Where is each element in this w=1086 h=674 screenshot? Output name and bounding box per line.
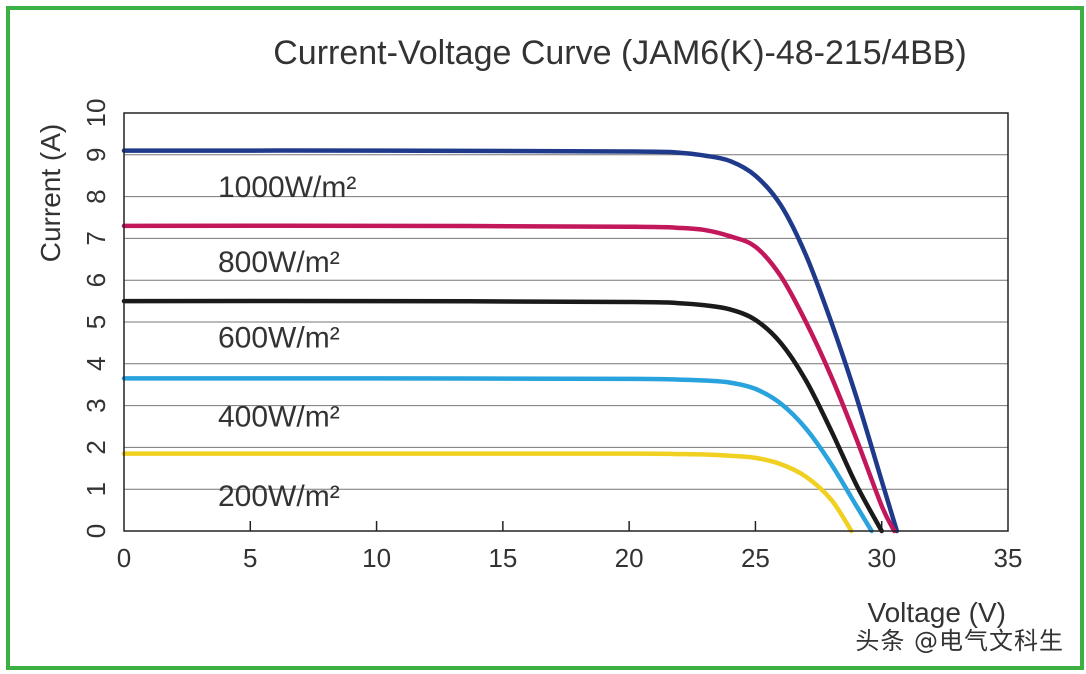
y-tick-label: 8 [81,189,111,203]
y-tick-label: 9 [81,148,111,162]
y-tick-label: 5 [81,315,111,329]
x-tick-label: 25 [741,543,770,573]
y-axis-label: Current (A) [35,124,66,262]
y-tick-label: 7 [81,231,111,245]
chart-frame [6,6,1084,670]
y-tick-label: 6 [81,273,111,287]
x-tick-label: 15 [488,543,517,573]
y-tick-label: 3 [81,398,111,412]
x-tick-label: 20 [615,543,644,573]
series-curves [121,148,900,534]
tick-labels: 0 1 2 3 4 5 6 7 8 9 10 0 5 10 15 20 25 30 35 [81,99,1022,573]
series-labels: 1000W/m² 800W/m² 600W/m² 400W/m² 200W/m² [218,171,356,513]
plot-area-border [123,112,1009,532]
y-tick-label: 2 [81,440,111,454]
y-tick-label: 0 [81,524,111,538]
x-tick-label: 5 [243,543,257,573]
series-line-0 [121,148,900,534]
y-tick-label: 4 [81,357,111,371]
x-tick-label: 0 [117,543,131,573]
x-tick-label: 10 [362,543,391,573]
series-line-2 [121,298,884,534]
chart-title: Current-Voltage Curve (JAM6(K)-48-215/4B… [273,34,967,72]
x-axis-label: Voltage (V) [867,597,1006,628]
series-label-1: 800W/m² [218,246,340,279]
x-tick-label: 35 [994,543,1023,573]
series-line-4 [121,451,854,534]
y-tick-label: 10 [81,99,111,128]
series-label-4: 200W/m² [218,480,340,513]
series-label-0: 1000W/m² [218,171,356,204]
series-line-1 [121,223,897,534]
series-label-3: 400W/m² [218,401,340,434]
watermark-text: 头条 @电气文科生 [855,627,1064,655]
series-label-2: 600W/m² [218,321,340,354]
x-tick-label: 30 [867,543,896,573]
series-line-3 [121,376,874,534]
y-tick-label: 1 [81,482,111,496]
